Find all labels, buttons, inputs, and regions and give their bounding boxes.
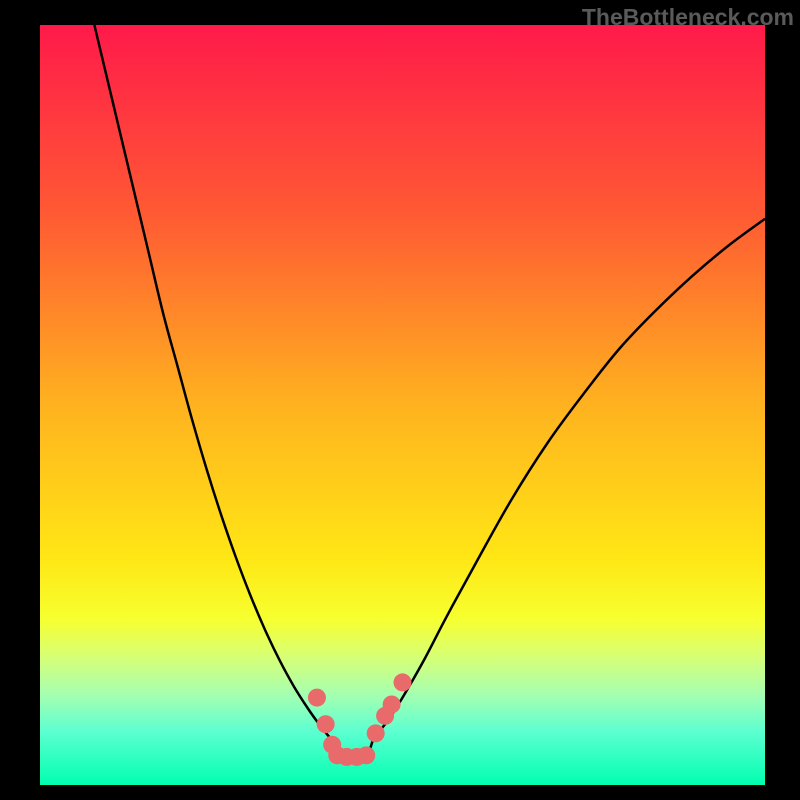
data-marker bbox=[357, 746, 375, 764]
data-marker bbox=[367, 724, 385, 742]
curve-layer bbox=[0, 0, 800, 800]
left-curve bbox=[94, 25, 330, 738]
data-marker bbox=[317, 715, 335, 733]
chart-container: TheBottleneck.com bbox=[0, 0, 800, 800]
right-curve bbox=[374, 219, 766, 738]
watermark-text: TheBottleneck.com bbox=[582, 4, 794, 31]
data-marker bbox=[383, 695, 401, 713]
data-marker bbox=[394, 673, 412, 691]
data-marker bbox=[308, 689, 326, 707]
